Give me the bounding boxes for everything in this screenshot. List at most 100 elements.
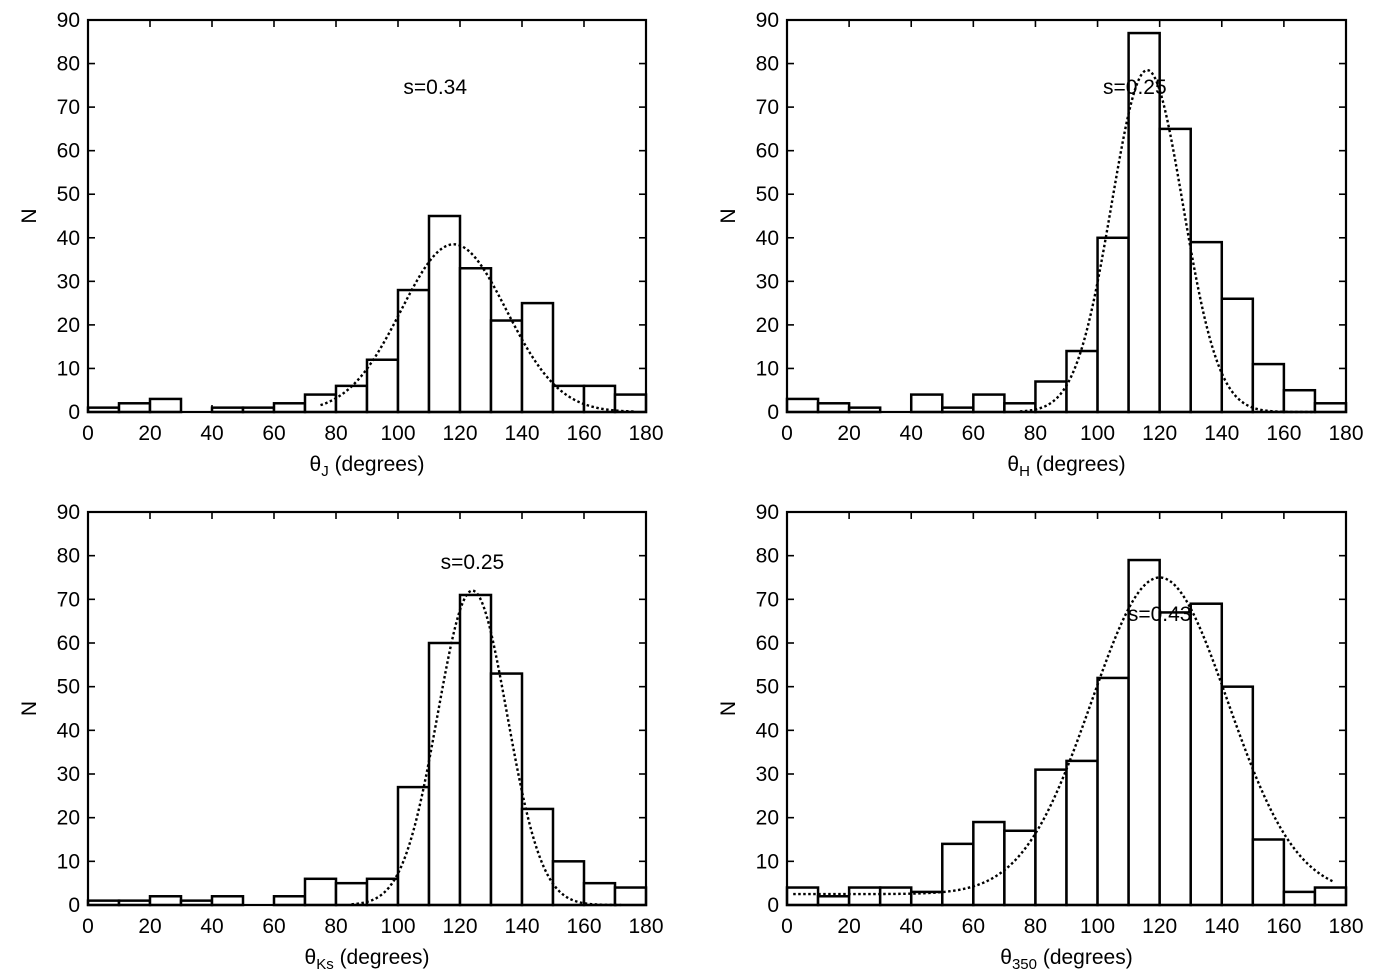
histogram-bar xyxy=(458,593,493,907)
x-tick-label: 120 xyxy=(1142,915,1177,938)
x-tick-label: 20 xyxy=(837,422,860,445)
y-tick-label: 50 xyxy=(57,183,80,206)
histogram-bar xyxy=(941,842,975,907)
x-tick-label: 180 xyxy=(1328,422,1363,445)
x-tick-label: 120 xyxy=(442,915,477,938)
x-tick-label: 100 xyxy=(1080,422,1115,445)
histogram-bar xyxy=(210,895,245,907)
y-tick-label: 40 xyxy=(57,719,80,742)
histogram-bar xyxy=(1220,685,1255,907)
gaussian-fit-line xyxy=(1019,68,1315,414)
x-tick-label: 160 xyxy=(566,422,601,445)
y-tick-label: 50 xyxy=(756,676,779,699)
x-tick-label: 20 xyxy=(138,422,161,445)
y-tick-label: 80 xyxy=(57,53,80,76)
histogram-bar xyxy=(816,895,851,907)
x-axis-label-units: (degrees) xyxy=(1030,453,1126,476)
x-tick-label: 120 xyxy=(442,422,477,445)
y-tick-label: 60 xyxy=(756,140,779,163)
histogram-bar xyxy=(520,807,555,907)
panel-theta-h: 0 20 40 60 80 100 120 140 160 180 0 10 20 30 40 50 60 70 8… xyxy=(717,9,1364,480)
y-tick-label: 20 xyxy=(57,807,80,830)
histogram-bar xyxy=(551,860,586,907)
x-tick-label: 140 xyxy=(1204,422,1239,445)
x-tick-label: 0 xyxy=(781,915,793,938)
histogram-bar xyxy=(1065,349,1099,414)
histogram-bar xyxy=(613,393,648,414)
histogram-bar xyxy=(458,267,493,414)
histogram-bar xyxy=(1189,602,1224,907)
histogram-bar xyxy=(1282,388,1317,414)
x-tick-label: 20 xyxy=(837,915,860,938)
y-tick-label: 50 xyxy=(57,676,80,699)
histogram-bar xyxy=(582,384,617,414)
x-tick-label: 0 xyxy=(781,422,793,445)
y-axis-label: N xyxy=(717,701,740,716)
histogram-bar xyxy=(520,301,555,414)
histogram-bar xyxy=(909,393,944,414)
y-tick-label: 0 xyxy=(767,401,779,424)
histogram-bar xyxy=(148,895,183,907)
histogram-bar xyxy=(972,820,1006,907)
x-tick-label: 100 xyxy=(380,915,415,938)
panel-theta-j: 0 20 40 60 80 100 120 140 160 180 0 10 20 30 40 50 60 70 8… xyxy=(18,9,664,480)
x-axis-label: θKs (degrees) xyxy=(305,946,430,973)
y-tick-label: 70 xyxy=(756,96,779,119)
bars xyxy=(785,31,1348,414)
y-tick-label: 30 xyxy=(57,763,80,786)
y-tick-label: 40 xyxy=(756,227,779,250)
histogram-bar xyxy=(1251,362,1286,414)
plot-frame xyxy=(86,510,648,907)
x-tick-label: 0 xyxy=(82,915,94,938)
y-tick-label: 90 xyxy=(57,501,80,524)
y-tick-label: 0 xyxy=(767,894,779,917)
y-tick-label: 90 xyxy=(756,9,779,32)
y-tick-label: 50 xyxy=(756,183,779,206)
x-tick-label: 40 xyxy=(900,915,923,938)
histogram-bar xyxy=(785,397,820,414)
x-tick-label: 160 xyxy=(566,915,601,938)
bars xyxy=(785,558,1348,907)
x-axis-label-symbol: θ xyxy=(1007,453,1019,476)
panel-theta-ks: 0 20 40 60 80 100 120 140 160 180 0 10 20 30 40 50 60 70 8… xyxy=(18,501,664,973)
histogram-bar xyxy=(1003,829,1037,907)
histogram-bar xyxy=(785,886,820,907)
x-tick-label: 160 xyxy=(1266,422,1301,445)
x-axis-label-units: (degrees) xyxy=(1037,946,1133,969)
x-tick-label: 160 xyxy=(1266,915,1301,938)
y-tick-label: 40 xyxy=(57,227,80,250)
histogram-bar xyxy=(816,402,851,414)
histogram-bar xyxy=(613,886,648,907)
histogram-bar xyxy=(1220,297,1255,414)
bars xyxy=(86,214,648,414)
skewness-annotation: s=0.25 xyxy=(1103,76,1167,99)
histogram-bar xyxy=(365,358,400,414)
x-axis-label-subscript: Ks xyxy=(316,956,334,973)
histogram-bar xyxy=(272,402,307,414)
histogram-bar xyxy=(1034,768,1068,907)
histogram-bar xyxy=(972,393,1006,414)
histogram-bar xyxy=(334,384,369,414)
y-tick-label: 20 xyxy=(756,314,779,337)
histogram-bar xyxy=(1096,236,1130,414)
plot-frame xyxy=(785,18,1348,414)
histogram-bar xyxy=(303,877,338,907)
x-axis-label-symbol: θ xyxy=(1000,946,1012,969)
histogram-bar xyxy=(396,785,431,907)
y-tick-label: 20 xyxy=(756,807,779,830)
histogram-bar xyxy=(303,393,338,414)
y-tick-label: 70 xyxy=(756,588,779,611)
x-tick-label: 100 xyxy=(1080,915,1115,938)
x-tick-label: 100 xyxy=(380,422,415,445)
histogram-bar xyxy=(1251,838,1286,907)
x-axis-label-subscript: 350 xyxy=(1012,956,1037,973)
y-tick-label: 10 xyxy=(756,357,779,380)
x-tick-label: 60 xyxy=(262,915,285,938)
skewness-annotation: s=0.25 xyxy=(441,551,505,574)
histogram-bar xyxy=(1282,890,1317,907)
x-tick-label: 0 xyxy=(82,422,94,445)
x-axis-label: θ350 (degrees) xyxy=(1000,946,1132,973)
x-tick-label: 80 xyxy=(1024,422,1047,445)
x-tick-label: 180 xyxy=(628,915,663,938)
histogram-bar xyxy=(1158,127,1192,414)
